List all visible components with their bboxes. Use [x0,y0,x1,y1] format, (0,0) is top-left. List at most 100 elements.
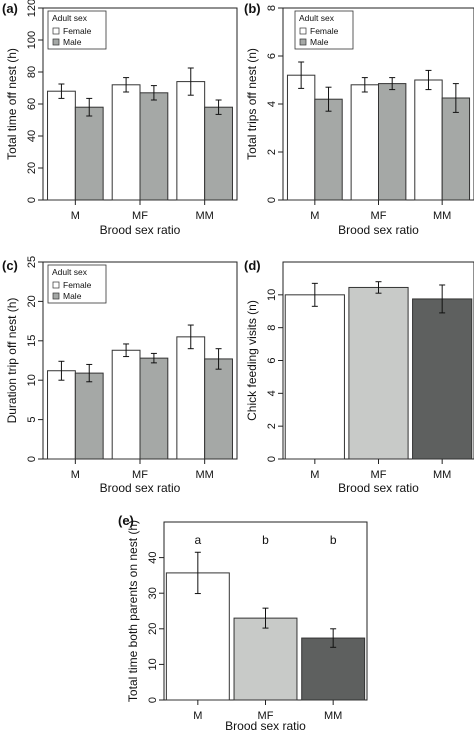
x-tick-label: M [71,469,80,481]
x-tick-label: MM [433,469,451,481]
bars [286,61,471,201]
panel-label: (a) [2,1,18,16]
bar-MF [348,286,409,460]
x-tick-label: MM [196,210,214,222]
bar-MM-female [414,79,443,201]
legend-label-male: Male [310,37,329,47]
y-axis-label: Total time off nest (h) [5,48,19,160]
legend-label-female: Female [63,26,92,36]
y-tick-label: 20 [26,162,38,174]
panel-a: (a) 0 20 40 60 80 100 120 Total time off nest (h… [2,0,238,237]
y-tick-label: 0 [266,456,278,462]
x-axis-label: Brood sex ratio [338,223,419,237]
y-tick-label: 0 [26,456,38,462]
bar-MF-female [350,84,379,201]
bar-MF-male [139,357,169,460]
legend-label-female: Female [63,280,92,290]
x-tick-label: MM [433,210,451,222]
bars [284,281,473,460]
bar-MM-male [204,358,233,460]
bar-MF-male [139,92,169,201]
y-tick-label: 0 [26,197,38,203]
x-tick-label: MM [196,469,214,481]
x-tick-label: MF [258,710,274,722]
bar-MF [233,617,298,701]
bar-M [284,294,345,460]
x-tick-label: MM [324,710,342,722]
y-tick-label: 25 [26,256,38,268]
bars [165,551,366,701]
y-tick-label: 120 [26,0,38,17]
bars [47,67,233,201]
y-axis-label: Total trips off nest (n) [245,48,259,160]
legend-label-male: Male [63,37,82,47]
legend-title: Adult sex [299,13,335,23]
y-tick-label: 8 [266,5,278,11]
x-tick-label: MF [371,210,387,222]
bar-M [165,572,230,701]
legend-swatch-female [299,27,307,35]
y-axis: 0 10 20 30 40 [147,551,164,703]
panel-e: (e) 0 10 20 30 40 Total time both parents on n… [118,513,368,732]
x-axis-label: Brood sex ratio [338,481,419,495]
bar-MF-female [111,349,141,460]
y-axis: 0 5 10 15 20 25 [26,256,43,462]
y-tick-label: 2 [266,149,278,155]
x-tick-label: MF [132,469,148,481]
bar-MM-female [176,81,206,201]
panel-label: (e) [118,513,134,528]
y-tick-label: 10 [266,289,278,301]
bar-M-male [74,372,104,460]
legend-swatch-female [52,27,60,35]
y-tick-label: 100 [26,31,38,49]
y-tick-label: 10 [147,658,159,670]
y-tick-label: 4 [266,101,278,107]
x-tick-label: M [71,210,80,222]
y-tick-label: 60 [26,98,38,110]
y-tick-label: 6 [266,357,278,363]
y-tick-label: 0 [266,197,278,203]
y-tick-label: 15 [26,335,38,347]
x-tick-label: M [310,469,319,481]
bar-MF-male [378,83,407,201]
bar-MM [412,298,473,460]
y-tick-label: 30 [147,587,159,599]
x-axis-label: Brood sex ratio [100,223,181,237]
y-axis: 0 2 4 6 8 10 [266,289,283,462]
panel-c: (c) 0 5 10 15 20 25 Duration trip off nest (h) M… [2,256,238,495]
y-tick-label: 10 [26,374,38,386]
y-axis-label: Chick feeding visits (n) [245,300,259,421]
significance-letter: b [330,533,337,547]
y-tick-label: 40 [147,551,159,563]
panel-label: (c) [2,258,18,273]
panel-d: (d) 0 2 4 6 8 10 Chick feeding visits (n) M MF MM B… [244,258,474,495]
y-axis: 0 2 4 6 8 [266,5,283,203]
bar-MM-male [441,97,471,201]
y-tick-label: 4 [266,390,278,396]
x-tick-label: MF [132,210,148,222]
significance-letter: a [194,533,201,547]
bar-M-female [47,90,76,201]
bar-M-female [286,74,316,201]
legend-label-male: Male [63,291,82,301]
x-axis-label: Brood sex ratio [100,481,181,495]
bar-MM-female [176,336,206,460]
y-tick-label: 0 [147,697,159,703]
bar-MF-female [111,84,141,201]
legend-swatch-male [299,38,307,46]
significance-letter: b [262,533,269,547]
legend-title: Adult sex [52,13,88,23]
y-tick-label: 80 [26,66,38,78]
panel-label: (d) [244,258,261,273]
bar-MM [301,637,366,701]
legend-swatch-female [52,281,60,289]
bars [47,324,233,460]
y-tick-label: 2 [266,423,278,429]
y-tick-label: 5 [26,417,38,423]
y-axis-label: Duration trip off nest (h) [5,298,19,424]
legend-swatch-male [52,38,60,46]
bar-M-female [47,370,76,460]
x-tick-label: M [310,210,319,222]
